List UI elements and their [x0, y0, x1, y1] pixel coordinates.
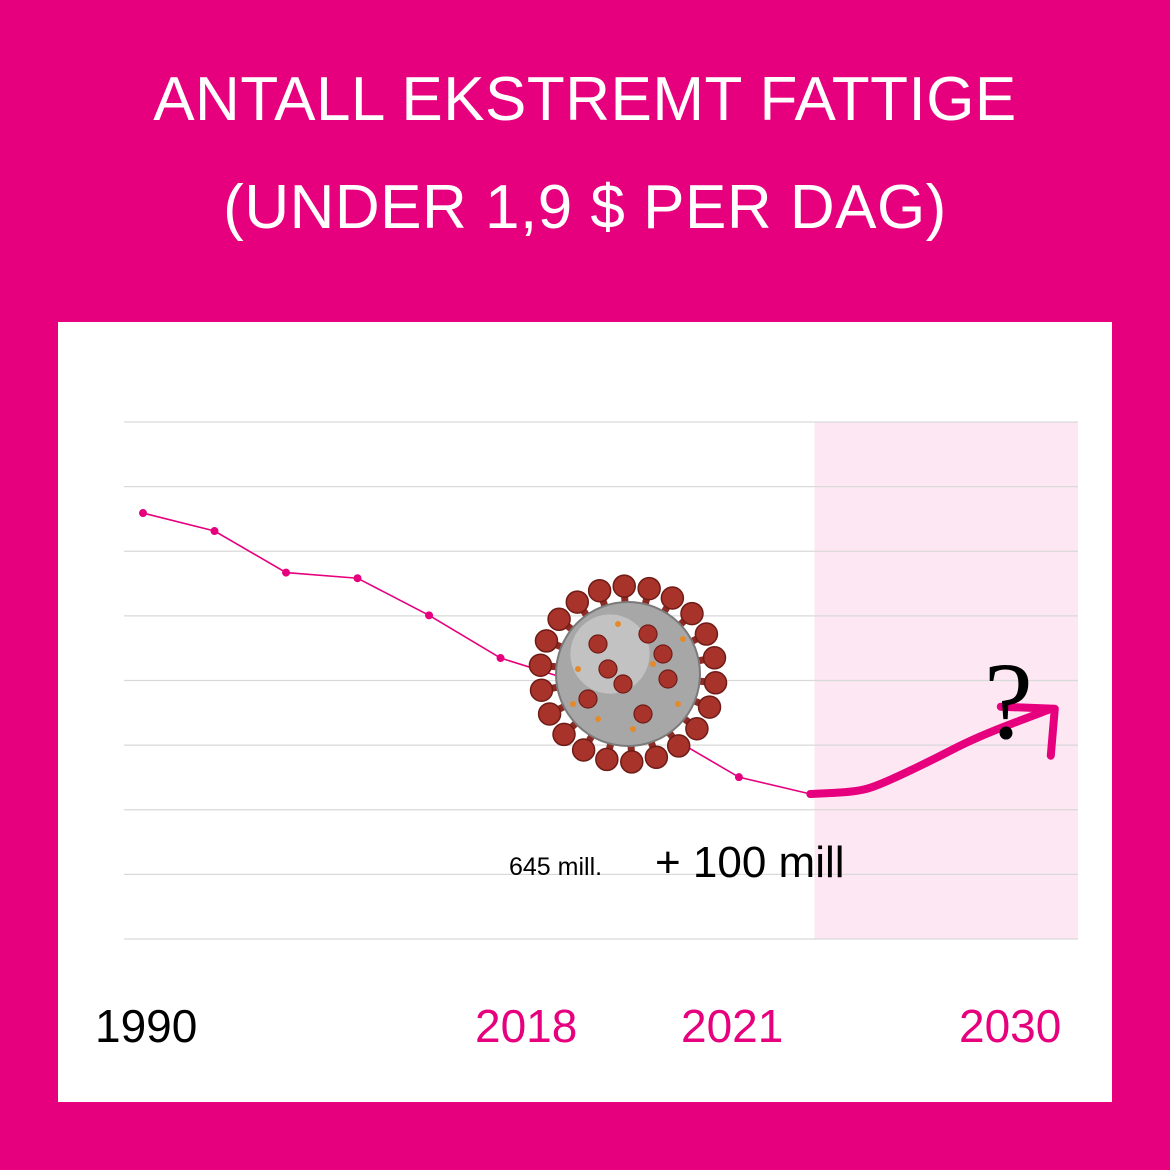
chart-panel: 645 mill. + 100 mill? 1990 2018 2021 2030 [58, 322, 1112, 1102]
data-point [496, 654, 505, 663]
chart-title-line-1: ANTALL EKSTREMT FATTIGE [153, 65, 1017, 134]
data-point [210, 527, 219, 536]
projection-line [806, 705, 1053, 799]
x-tick-label: 2021 [681, 1000, 783, 1052]
data-point [353, 574, 362, 583]
question-mark: ? [984, 640, 1033, 762]
data-point [282, 568, 291, 577]
x-tick-label: 2030 [959, 1000, 1061, 1052]
coronavirus-icon [528, 574, 728, 774]
increase-label: + 100 mill [655, 838, 845, 887]
data-point [425, 611, 434, 620]
value-label: 645 mill. [509, 853, 602, 881]
chart-title-line-2: (UNDER 1,9 $ PER DAG) [223, 173, 947, 242]
data-point [139, 509, 147, 518]
x-tick-label: 1990 [95, 1000, 197, 1052]
x-tick-label: 2018 [475, 1000, 577, 1052]
line-chart: 645 mill. + 100 mill? 1990 2018 2021 2030 [95, 421, 1078, 1052]
data-point [734, 773, 743, 782]
upward-arrow-icon [996, 702, 1059, 760]
